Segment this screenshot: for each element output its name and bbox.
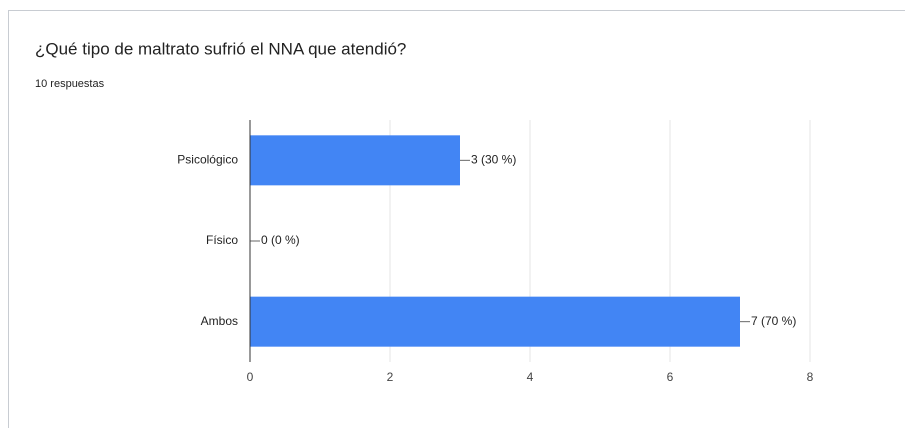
bar <box>250 296 740 347</box>
y-tick-label: Ambos <box>201 314 238 328</box>
chart-subtitle: 10 respuestas <box>35 78 105 90</box>
y-tick-label: Psicológico <box>177 153 238 167</box>
chart-title: ¿Qué tipo de maltrato sufrió el NNA que … <box>35 39 406 58</box>
card <box>8 10 905 428</box>
data-label: 0 (0 %) <box>261 233 300 247</box>
x-tick-label: 0 <box>247 370 254 384</box>
data-label: 3 (30 %) <box>471 153 516 167</box>
bar <box>250 135 460 186</box>
x-tick-label: 2 <box>387 370 394 384</box>
y-tick-label: Físico <box>206 233 238 247</box>
x-tick-label: 4 <box>527 370 534 384</box>
data-label: 7 (70 %) <box>751 314 796 328</box>
x-tick-label: 8 <box>807 370 814 384</box>
x-tick-label: 6 <box>667 370 674 384</box>
